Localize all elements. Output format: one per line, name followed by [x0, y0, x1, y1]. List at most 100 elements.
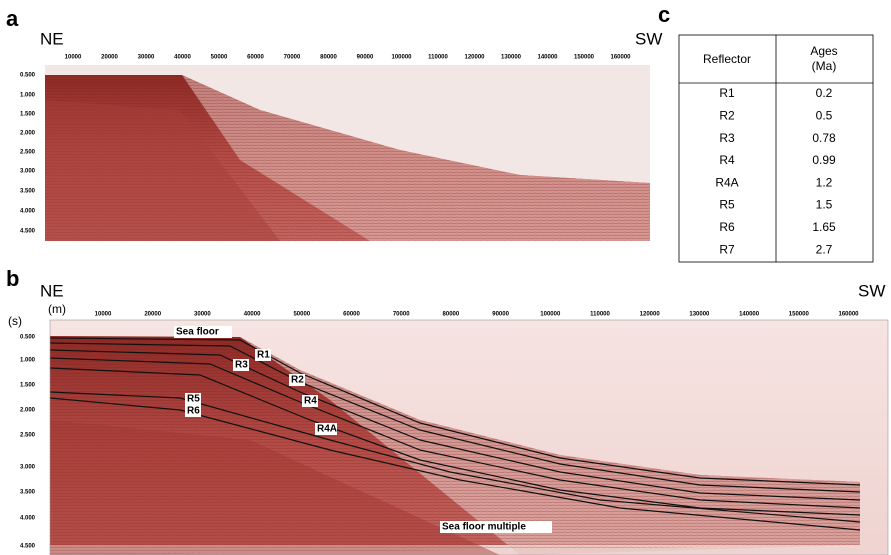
multiple — [50, 420, 500, 555]
x-tick-label: 110000 — [428, 55, 448, 61]
annotation: Sea floor — [176, 327, 219, 338]
strata — [50, 336, 860, 555]
panel-label: b — [6, 266, 19, 291]
y-tick-label: 2.000 — [20, 408, 36, 414]
axis-unit: (s) — [8, 314, 22, 328]
x-tick-label: 40000 — [244, 312, 261, 318]
x-tick-label: 140000 — [739, 312, 760, 318]
y-tick-label: 4.000 — [20, 516, 36, 522]
x-tick-label: 160000 — [838, 312, 859, 318]
x-tick-label: 150000 — [574, 55, 595, 61]
direction-label: NE — [40, 29, 64, 48]
panel-label: a — [6, 6, 19, 31]
table-cell: 1.2 — [816, 175, 833, 189]
x-tick-label: 70000 — [393, 312, 410, 318]
x-tick-label: 30000 — [194, 312, 211, 318]
annotation-box — [440, 521, 552, 533]
x-tick-label: 10000 — [65, 55, 82, 61]
annotation-box — [233, 359, 249, 371]
frame — [49, 319, 889, 555]
y-tick-label: 2.000 — [20, 131, 36, 137]
table-cell: R4 — [719, 153, 735, 167]
table-cell: R7 — [719, 242, 735, 256]
table-header: Reflector — [703, 52, 751, 66]
y-tick-label: 0.500 — [20, 335, 36, 341]
table-cell: 2.7 — [816, 242, 833, 256]
table-cell: 0.78 — [812, 131, 836, 145]
annotation: R4 — [304, 396, 317, 407]
x-tick-label: 140000 — [537, 55, 558, 61]
reflectors — [49, 337, 861, 531]
direction-label: NE — [40, 281, 64, 300]
y-tick-label: 3.000 — [20, 169, 36, 175]
table-cell: 0.99 — [812, 153, 836, 167]
x-tick-label: 100000 — [391, 55, 412, 61]
x-tick-label: 60000 — [247, 55, 264, 61]
table-cell: R2 — [719, 108, 735, 122]
y-tick-label: 1.000 — [20, 93, 36, 99]
x-tick-label: 30000 — [138, 55, 155, 61]
annotation-box — [174, 326, 232, 338]
x-tick-label: 100000 — [540, 312, 561, 318]
annotation-box — [255, 349, 271, 361]
axis-unit: (m) — [48, 302, 66, 316]
table-cell: R1 — [719, 86, 735, 100]
table-cell: R3 — [719, 131, 735, 145]
y-tick-label: 3.500 — [20, 490, 36, 496]
x-tick-label: 160000 — [610, 55, 631, 61]
table-cell: R4A — [715, 175, 738, 189]
table-header: (Ma) — [812, 59, 837, 73]
multiple — [45, 100, 280, 241]
table-cell: 0.2 — [816, 86, 833, 100]
y-tick-label: 3.500 — [20, 189, 36, 195]
x-tick-label: 90000 — [492, 312, 509, 318]
annotation-box — [289, 374, 305, 386]
x-tick-label: 80000 — [443, 312, 460, 318]
y-tick-label: 4.500 — [20, 544, 36, 550]
x-tick-label: 120000 — [464, 55, 485, 61]
direction-label: SW — [858, 281, 885, 300]
x-tick-label: 130000 — [501, 55, 522, 61]
table-header: Ages — [810, 44, 837, 58]
annotation-box — [302, 395, 318, 407]
annotation: R1 — [257, 350, 270, 361]
panel-label: c — [658, 2, 670, 27]
annotation: R5 — [187, 394, 200, 405]
y-tick-label: 1.000 — [20, 358, 36, 364]
y-tick-label: 2.500 — [20, 150, 36, 156]
annotation: R4A — [317, 424, 337, 435]
x-tick-label: 20000 — [101, 55, 118, 61]
x-tick-label: 40000 — [174, 55, 191, 61]
x-tick-label: 20000 — [144, 312, 161, 318]
annotation-box — [315, 423, 337, 435]
x-tick-label: 110000 — [590, 312, 610, 318]
x-tick-label: 90000 — [357, 55, 374, 61]
annotation-box — [185, 393, 201, 405]
x-tick-label: 120000 — [640, 312, 661, 318]
y-tick-label: 1.500 — [20, 383, 36, 389]
x-tick-label: 70000 — [284, 55, 301, 61]
annotation: R6 — [187, 406, 200, 417]
table-cell: R5 — [719, 198, 735, 212]
y-tick-label: 1.500 — [20, 112, 36, 118]
annotation-box — [185, 405, 201, 417]
table-cell: 0.5 — [816, 108, 833, 122]
direction-label: SW — [635, 29, 662, 48]
table-cell: R6 — [719, 220, 735, 234]
x-tick-label: 60000 — [343, 312, 360, 318]
x-tick-label: 150000 — [789, 312, 810, 318]
x-tick-label: 80000 — [320, 55, 337, 61]
table-cell: 1.65 — [812, 220, 836, 234]
x-tick-label: 50000 — [293, 312, 310, 318]
y-tick-label: 4.500 — [20, 229, 36, 235]
y-tick-label: 0.500 — [20, 73, 36, 79]
x-tick-label: 10000 — [95, 312, 112, 318]
y-tick-label: 2.500 — [20, 433, 36, 439]
y-tick-label: 4.000 — [20, 209, 36, 215]
table-cell: 1.5 — [816, 198, 833, 212]
x-tick-label: 130000 — [689, 312, 710, 318]
annotation: Sea floor multiple — [442, 522, 526, 533]
annotation: R3 — [235, 360, 248, 371]
x-tick-label: 50000 — [211, 55, 228, 61]
